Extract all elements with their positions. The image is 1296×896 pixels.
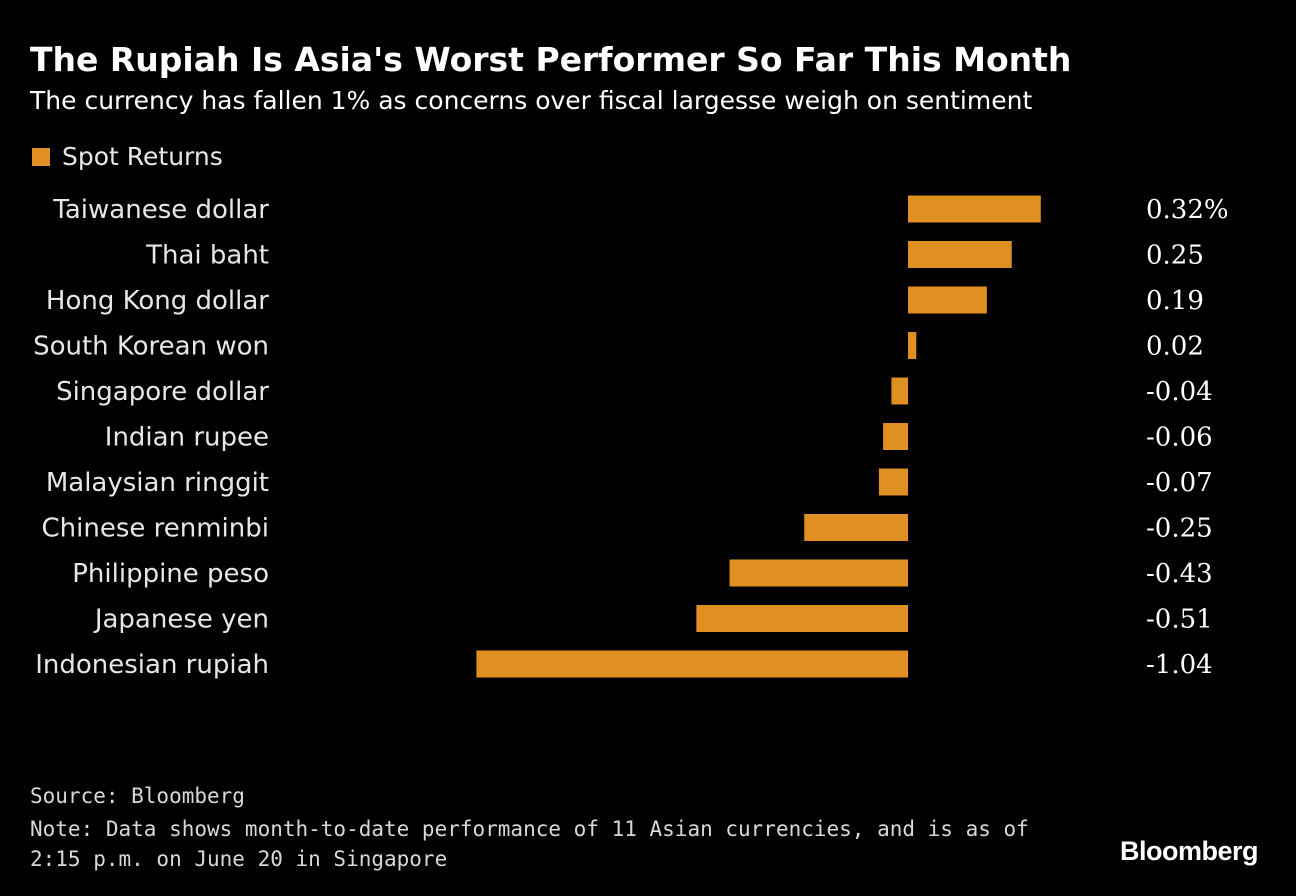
category-label: Taiwanese dollar <box>52 195 269 225</box>
bar <box>804 514 908 541</box>
bar-chart: Taiwanese dollar 0.32% Thai baht 0.25 Hong K… <box>33 195 1229 680</box>
legend-swatch <box>32 147 50 166</box>
value-label: -0.07 <box>1146 468 1213 498</box>
value-label: 0.32% <box>1146 195 1229 225</box>
value-label: -0.06 <box>1146 423 1213 453</box>
value-label: -1.04 <box>1146 650 1213 680</box>
category-label: Malaysian ringgit <box>46 468 269 498</box>
source-note: Source: Bloomberg <box>30 784 245 808</box>
category-label: Indonesian rupiah <box>35 650 269 680</box>
chart-subtitle: The currency has fallen 1% as concerns o… <box>30 86 1033 115</box>
value-label: 0.25 <box>1146 241 1204 271</box>
bar <box>891 377 908 405</box>
category-label: Indian rupee <box>105 423 269 453</box>
footnote: Note: Data shows month-to-date performan… <box>30 817 1029 871</box>
value-label: 0.19 <box>1146 286 1204 316</box>
category-label: Hong Kong dollar <box>46 286 269 316</box>
value-label: 0.02 <box>1146 332 1204 362</box>
value-label: -0.43 <box>1146 559 1213 589</box>
bar <box>476 650 908 678</box>
category-label: Thai baht <box>145 241 269 271</box>
chart-title: The Rupiah Is Asia's Worst Performer So … <box>30 40 1072 79</box>
legend-label: Spot Returns <box>62 142 223 171</box>
bar <box>883 423 908 450</box>
bar <box>729 559 908 587</box>
category-label: Japanese yen <box>93 605 269 635</box>
legend: Spot Returns <box>32 142 223 171</box>
category-label: Chinese renminbi <box>42 514 270 544</box>
bloomberg-logo: Bloomberg <box>1119 836 1259 866</box>
value-label: -0.04 <box>1146 377 1213 407</box>
value-label: -0.51 <box>1146 605 1213 635</box>
bar <box>878 468 908 496</box>
bar <box>908 241 1012 268</box>
bar <box>908 286 987 314</box>
bar <box>696 605 908 632</box>
category-label: South Korean won <box>33 332 269 362</box>
category-label: Singapore dollar <box>56 377 269 407</box>
bar <box>908 195 1041 223</box>
bar <box>908 332 917 359</box>
value-label: -0.25 <box>1146 514 1213 544</box>
category-label: Philippine peso <box>72 559 269 589</box>
